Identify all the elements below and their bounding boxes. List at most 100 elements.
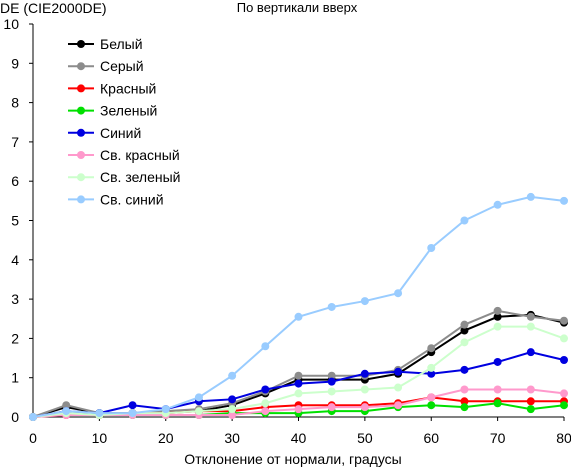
data-point <box>128 401 137 410</box>
legend-label: Красный <box>100 80 156 96</box>
legend-entry: Синий <box>68 125 141 141</box>
data-point <box>560 316 568 325</box>
x-axis-title: Отклонение от нормали, градусы <box>184 451 401 467</box>
data-point <box>228 395 237 404</box>
data-point <box>427 401 436 410</box>
data-point <box>360 385 369 394</box>
legend-marker <box>77 62 85 71</box>
data-point <box>261 385 270 394</box>
legend-label: Св. синий <box>100 191 164 207</box>
x-tick-label: 70 <box>490 430 506 446</box>
data-point <box>360 369 369 378</box>
series-layer <box>29 192 568 421</box>
legend-label: Белый <box>100 36 143 52</box>
data-point <box>560 389 568 398</box>
data-point <box>526 385 535 394</box>
x-tick-label: 60 <box>423 430 439 446</box>
data-point <box>261 407 270 416</box>
data-point <box>460 385 469 394</box>
legend-marker <box>77 195 85 204</box>
data-point <box>95 409 104 418</box>
data-point <box>526 405 535 414</box>
data-point <box>526 397 535 406</box>
data-point <box>394 367 403 376</box>
legend-entry: Св. синий <box>68 191 164 207</box>
data-point <box>560 356 568 365</box>
y-tick-label: 6 <box>11 173 19 189</box>
x-tick-label: 40 <box>291 430 307 446</box>
y-tick-label: 5 <box>11 213 19 229</box>
data-point <box>327 377 336 386</box>
legend-entry: Красный <box>68 80 156 96</box>
data-point <box>261 342 270 351</box>
x-tick-label: 50 <box>357 430 373 446</box>
legend-label: Серый <box>100 58 144 74</box>
data-point <box>427 393 436 402</box>
legend: Белый Серый Красный Зеленый Синий Св. красный… <box>68 36 180 207</box>
data-point <box>427 363 436 372</box>
data-point <box>294 379 303 388</box>
data-point <box>161 405 170 414</box>
y-tick-label: 7 <box>11 134 19 150</box>
legend-label: Синий <box>100 125 141 141</box>
axes: 0 1 2 3 4 5 6 7 8 9 10 0 10 20 30 40 50 60 70 80 <box>3 16 571 446</box>
data-point <box>560 401 568 410</box>
data-point <box>526 312 535 321</box>
x-tick-label: 30 <box>224 430 240 446</box>
data-point <box>394 289 403 298</box>
x-tick-label: 0 <box>29 430 37 446</box>
legend-label: Св. зеленый <box>100 169 180 185</box>
data-point <box>427 369 436 378</box>
legend-entry: Белый <box>68 36 143 52</box>
data-point <box>493 200 502 209</box>
y-tick-label: 1 <box>11 370 19 386</box>
data-point <box>493 385 502 394</box>
data-point <box>460 216 469 225</box>
data-point <box>493 312 502 321</box>
y-tick-label: 9 <box>11 55 19 71</box>
legend-marker <box>77 106 85 115</box>
legend-marker <box>77 151 85 159</box>
y-tick-label: 3 <box>11 291 19 307</box>
data-point <box>228 411 237 420</box>
data-point <box>427 344 436 353</box>
data-point <box>560 196 568 205</box>
legend-entry: Серый <box>68 58 144 74</box>
data-point <box>360 297 369 306</box>
x-tick-label: 10 <box>92 430 108 446</box>
data-point <box>327 387 336 396</box>
data-point <box>360 403 369 412</box>
data-point <box>460 320 469 329</box>
data-point <box>460 326 469 335</box>
data-point <box>228 405 237 414</box>
y-axis-title: DE (CIE2000DE) <box>0 0 107 16</box>
data-point <box>294 405 303 414</box>
data-point <box>62 407 71 416</box>
legend-marker <box>77 128 85 137</box>
data-point <box>460 403 469 412</box>
data-point <box>62 401 71 410</box>
data-point <box>294 389 303 398</box>
data-point <box>128 409 137 418</box>
data-point <box>560 334 568 343</box>
legend-marker <box>77 40 85 48</box>
data-point <box>394 383 403 392</box>
data-point <box>427 244 436 253</box>
data-point <box>327 403 336 412</box>
legend-label: Зеленый <box>100 103 157 119</box>
data-point <box>526 348 535 357</box>
y-tick-label: 10 <box>3 16 19 32</box>
y-tick-label: 2 <box>11 330 19 346</box>
data-point <box>460 365 469 374</box>
legend-entry: Св. зеленый <box>68 169 180 185</box>
y-tick-label: 0 <box>11 409 19 425</box>
y-tick-label: 4 <box>11 252 19 268</box>
data-point <box>493 357 502 366</box>
data-point <box>493 399 502 408</box>
x-tick-label: 20 <box>158 430 174 446</box>
data-point <box>327 302 336 311</box>
data-point <box>294 371 303 380</box>
legend-marker <box>77 84 85 93</box>
y-tick-label: 8 <box>11 95 19 111</box>
